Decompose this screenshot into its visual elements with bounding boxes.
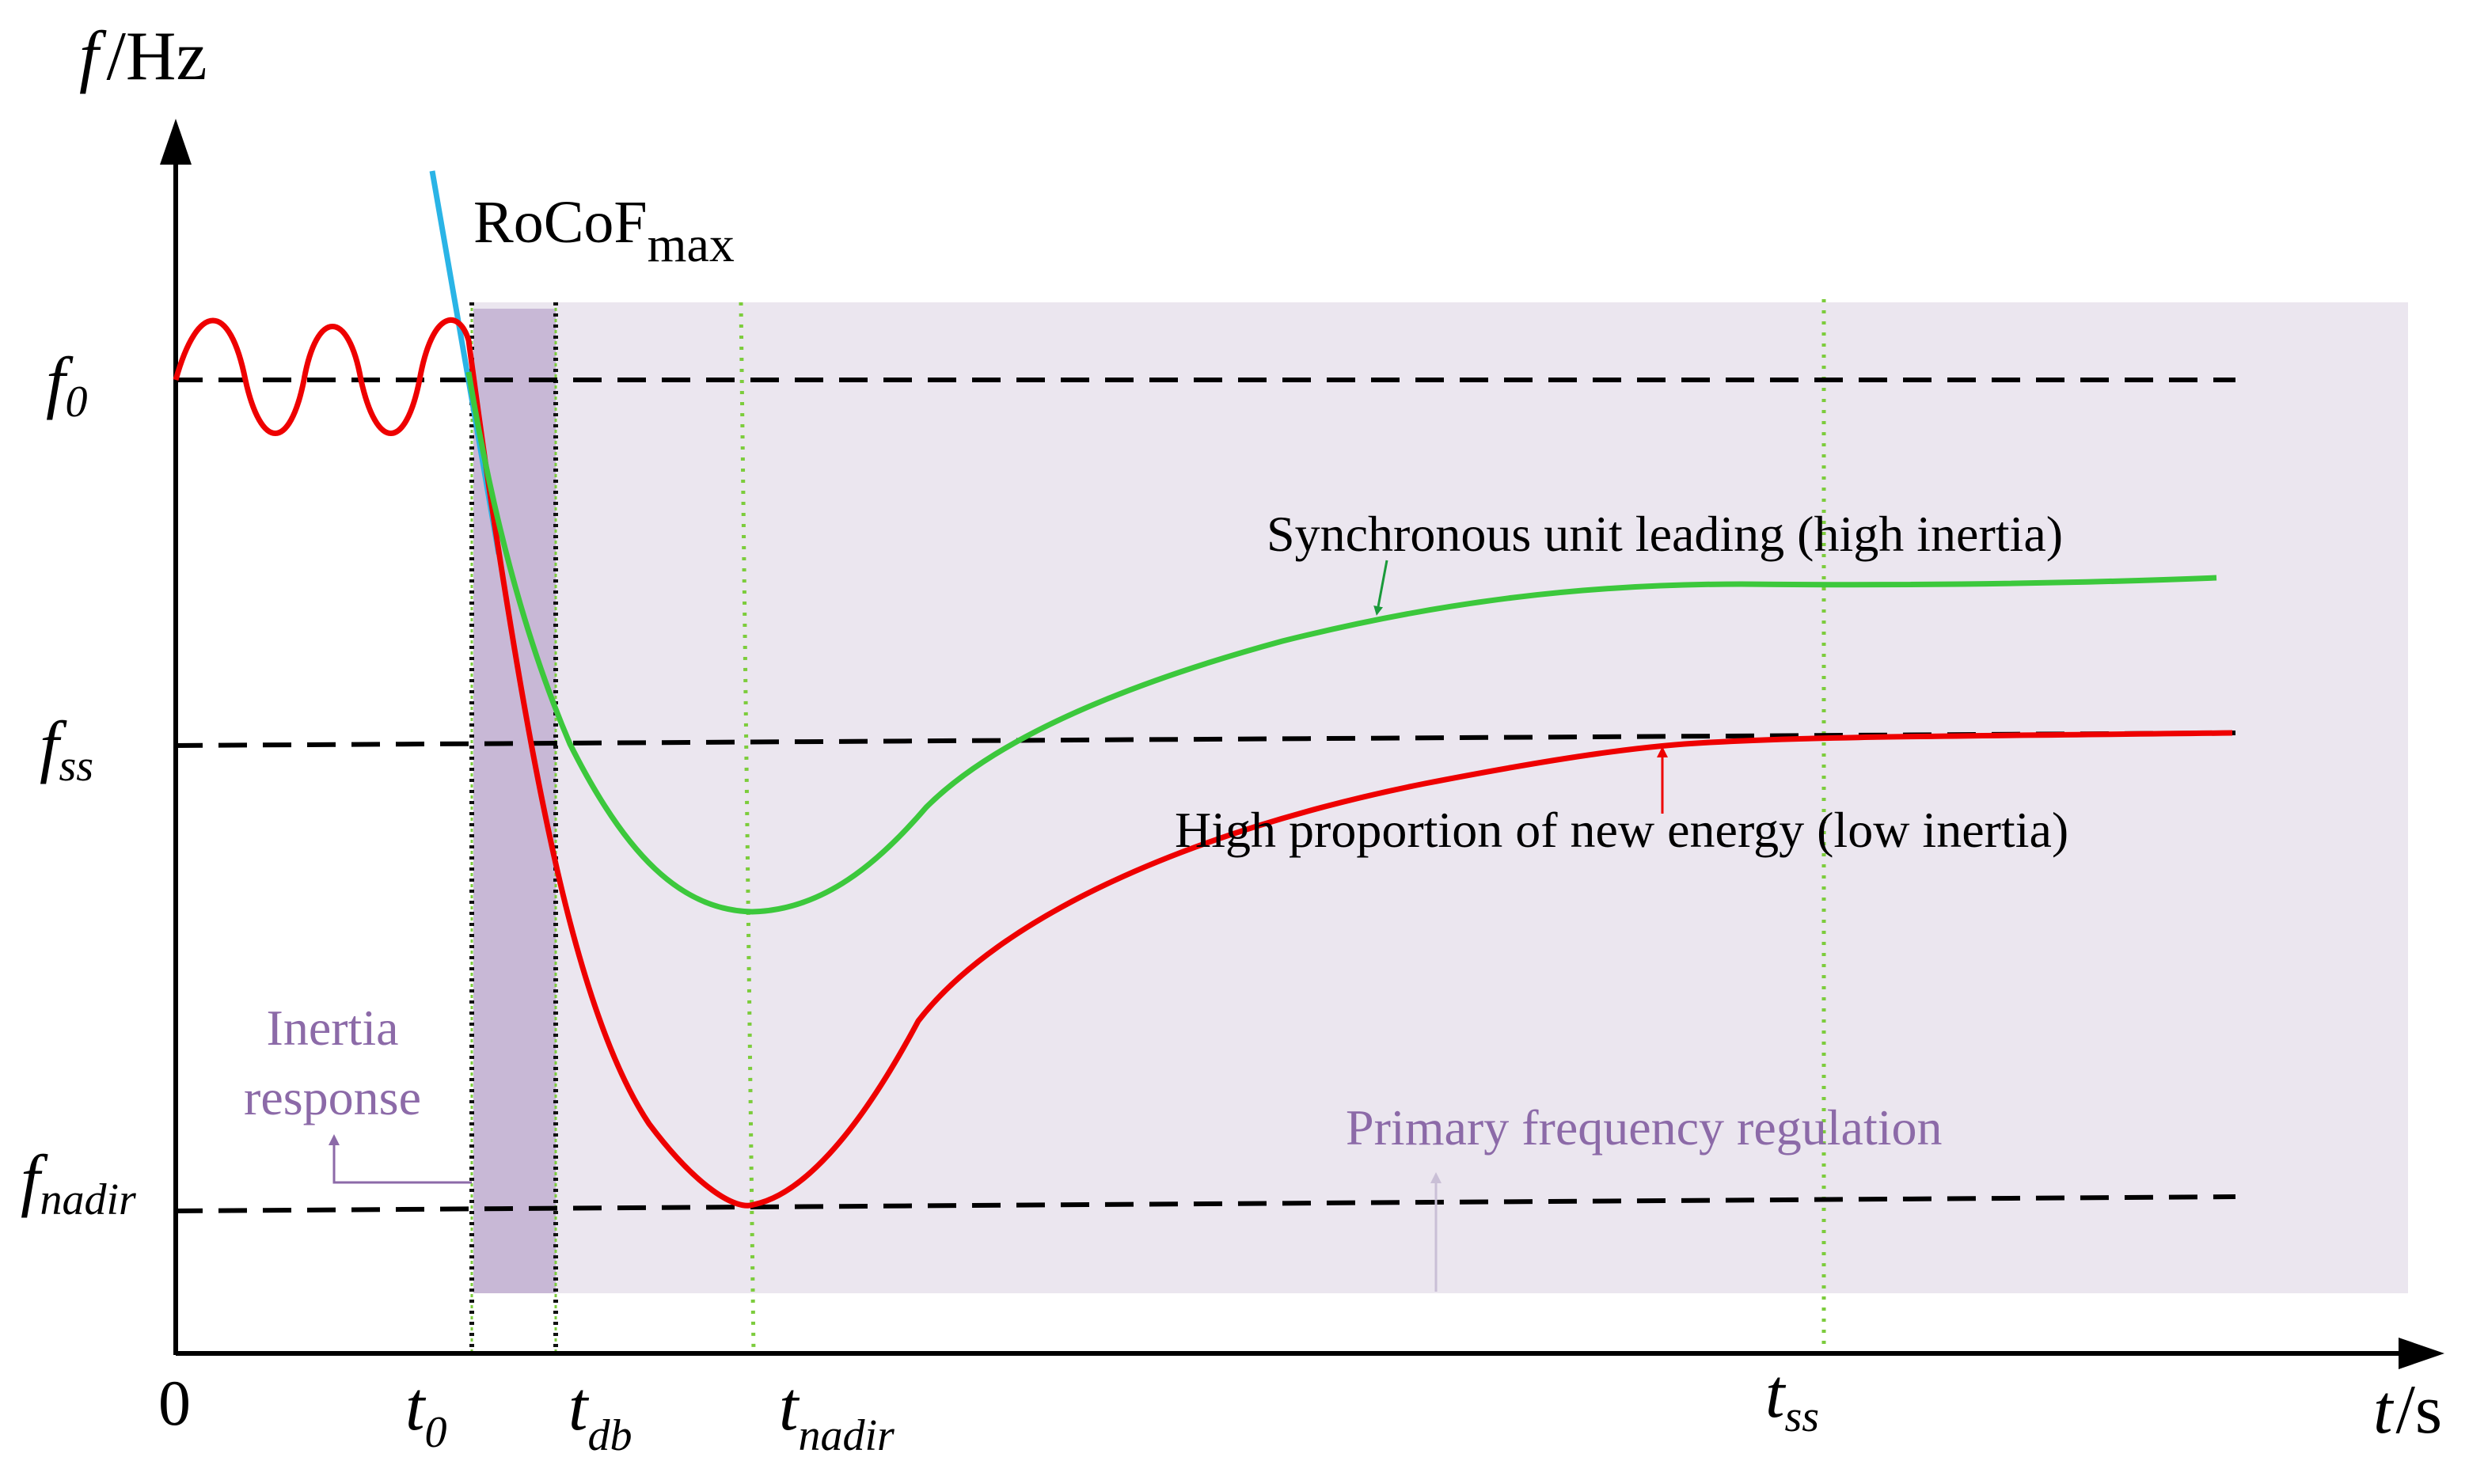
f0-label: f0 <box>46 344 87 427</box>
tnadir-label: tnadir <box>779 1368 895 1460</box>
y-axis-arrow <box>160 119 192 165</box>
origin-label: 0 <box>158 1367 191 1439</box>
t0-label: t0 <box>405 1368 446 1457</box>
new-energy-label: High proportion of new energy (low inert… <box>1175 802 2068 858</box>
rocof-label: RoCoFmax <box>473 189 735 272</box>
inertia-response-label-line1: Inertia <box>267 1000 399 1056</box>
inertia-response-arrow <box>329 1134 472 1184</box>
primary-regulation-label: Primary frequency regulation <box>1346 1099 1943 1156</box>
high-inertia-curve <box>465 371 2217 915</box>
tdb-label: tdb <box>568 1368 632 1460</box>
sync-unit-label: Synchronous unit leading (high inertia) <box>1267 506 2063 562</box>
inertia-response-label-line2: response <box>244 1069 421 1125</box>
vertical-guide-lines <box>469 299 1826 1356</box>
fss-label: fss <box>40 708 93 791</box>
primary-regulation-region <box>473 302 2408 1293</box>
fnadir-label: fnadir <box>21 1142 136 1224</box>
y-axis-label: f/Hz <box>79 18 207 95</box>
low-inertia-curve <box>173 317 2233 1209</box>
horizontal-reference-lines <box>173 378 2236 1213</box>
fnadir-reference-line <box>173 1194 2236 1213</box>
axes <box>160 119 2444 1369</box>
x-axis-arrow <box>2399 1338 2444 1369</box>
tss-label: tss <box>1765 1356 1819 1441</box>
fss-reference-line <box>173 731 2236 748</box>
x-axis-label: t/s <box>2373 1372 2442 1448</box>
sync-unit-arrow <box>1373 560 1388 616</box>
